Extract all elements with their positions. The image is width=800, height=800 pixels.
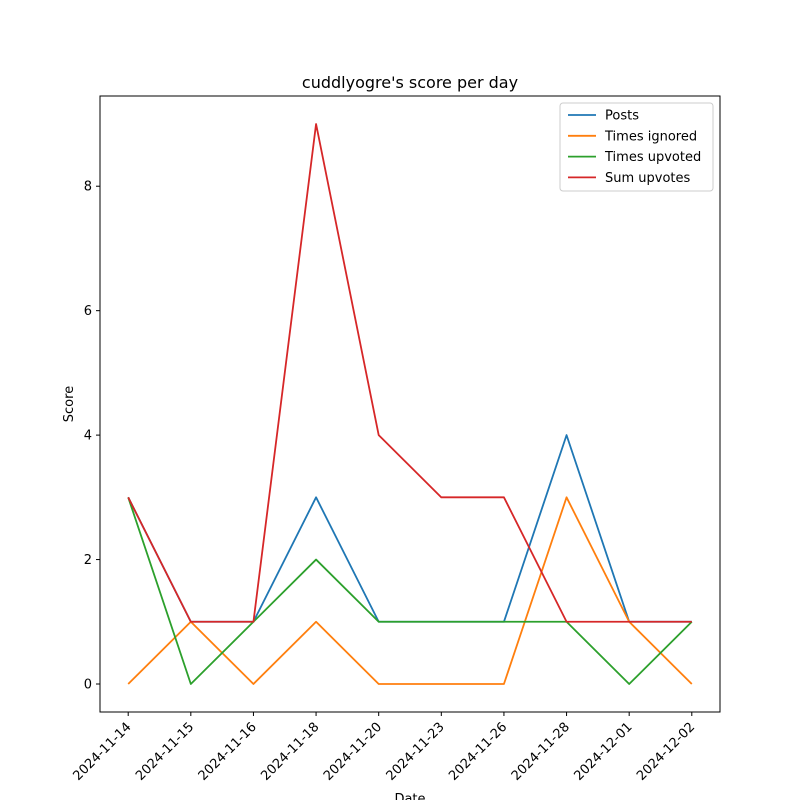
x-axis-label: Date [394,792,425,800]
y-tick-label: 6 [84,304,92,319]
y-tick-label: 4 [84,429,92,444]
legend-label-posts: Posts [605,109,639,124]
legend-box [559,102,714,192]
y-tick-label: 8 [84,180,92,195]
series-line-sum-upvotes [127,123,692,623]
legend-label-times-ignored: Times ignored [604,129,697,144]
y-tick-label: 0 [84,678,92,693]
legend-label-sum-upvotes: Sum upvotes [605,171,691,186]
legend: Posts Times ignored Times upvoted Sum upvot… [559,102,714,192]
legend-label-times-upvoted: Times upvoted [604,150,701,165]
series-line-times-upvoted [127,497,693,685]
y-axis-label: Score [62,386,77,422]
chart-title: cuddlyogre's score per day [302,73,518,92]
y-tick-label: 2 [84,553,92,568]
axes-frame [99,95,721,713]
